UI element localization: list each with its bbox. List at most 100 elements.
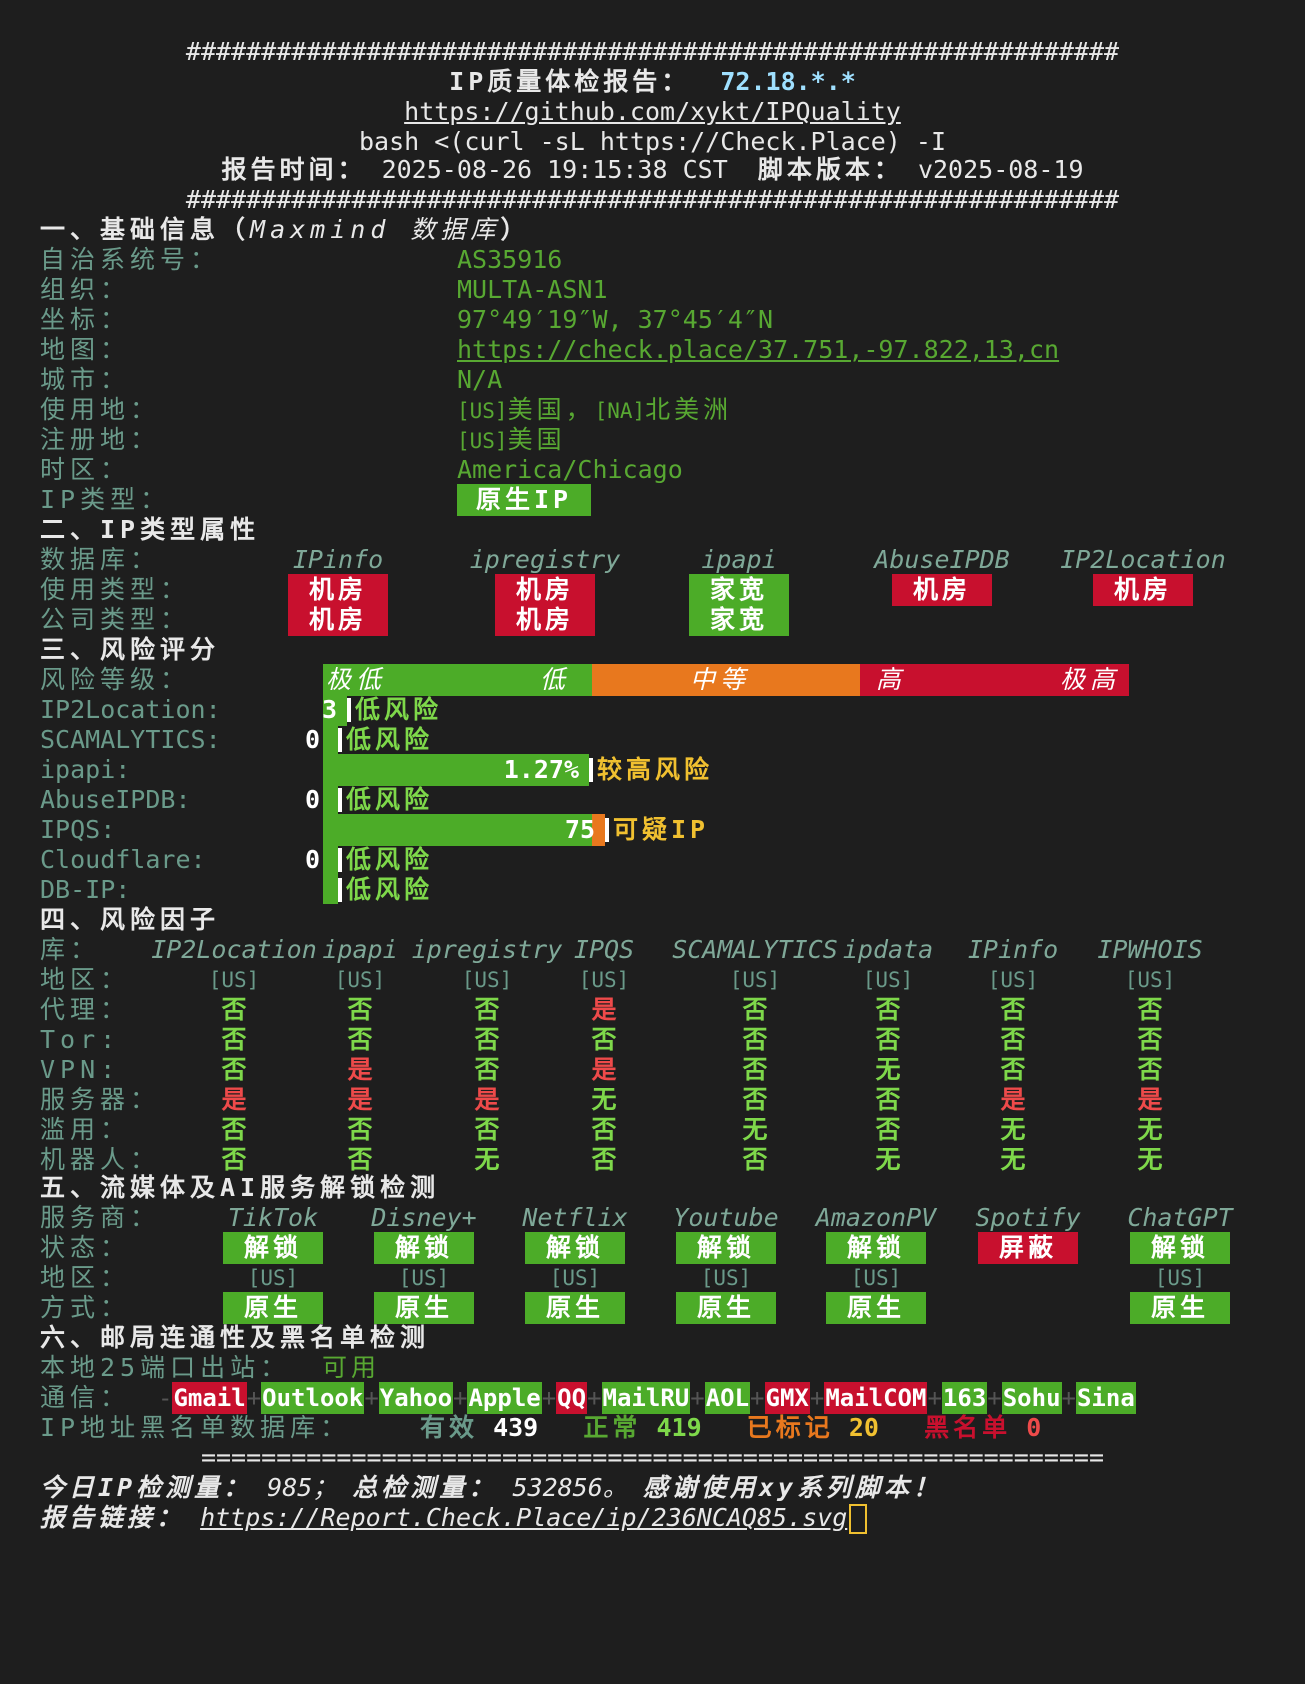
usage-type-badge: 机房 — [288, 574, 388, 606]
ip-type-label: IP类型： — [40, 485, 171, 514]
factor-value: 否 — [347, 995, 373, 1024]
eq-divider: ========================================… — [200, 1443, 1105, 1472]
factor-value: [US] — [334, 968, 386, 992]
usage-type-label: 使用类型： — [40, 575, 191, 604]
stream-region-label: 地区： — [40, 1263, 131, 1292]
service-region: [US] — [247, 1266, 299, 1290]
risk-score: 1.27% — [503, 755, 579, 784]
factor-row-label: 滥用： — [40, 1115, 131, 1144]
factor-value: 否 — [1137, 1055, 1163, 1084]
risk-fill-over — [592, 814, 605, 846]
section-basic-source: Maxmind 数据库 — [250, 215, 501, 244]
status-label: 状态： — [40, 1233, 131, 1262]
risk-level-text: 极低 — [326, 665, 387, 694]
registry-cc: [US] — [457, 429, 508, 453]
factor-value: 是 — [221, 1085, 247, 1114]
service-method-badge: 原生 — [374, 1292, 474, 1324]
report-title-line: IP质量体检报告： 72.18.*.* — [0, 66, 1305, 98]
company-type-badge: 机房 — [288, 604, 388, 636]
company-type-badge: 机房 — [495, 604, 595, 636]
usage-cc2: [NA] — [594, 399, 646, 423]
risk-text: 低风险 — [346, 845, 434, 874]
usage-type-badge: 机房 — [892, 574, 992, 606]
normal-count: 419 — [656, 1413, 702, 1442]
service-region: [US] — [398, 1266, 450, 1290]
risk-level-text: 极高 — [1060, 665, 1121, 694]
factor-lib-name: ipdata — [842, 935, 934, 964]
factor-value: [US] — [987, 968, 1039, 992]
factor-value: 否 — [1137, 1025, 1163, 1054]
section-basic-title: 一、基础信息（Maxmind 数据库） — [40, 214, 530, 246]
mail-separator: + — [364, 1384, 379, 1412]
risk-marker — [589, 758, 593, 782]
service-status-badge: 解锁 — [826, 1232, 926, 1264]
risk-fill — [323, 814, 592, 846]
risk-score: 0 — [305, 785, 321, 814]
mail-provider-badge: Apple — [467, 1382, 542, 1414]
service-status-badge: 解锁 — [374, 1232, 474, 1264]
mail-separator: + — [809, 1384, 825, 1412]
db-label: 数据库： — [40, 545, 161, 574]
factor-lib-name: IPinfo — [967, 935, 1059, 964]
factor-value: 否 — [1000, 1025, 1026, 1054]
report-link-line: 报告链接： https://Report.Check.Place/ip/236N… — [40, 1502, 868, 1534]
risk-source-label: ipapi: — [40, 755, 131, 784]
thanks-text: 感谢使用xy系列脚本！ — [642, 1473, 942, 1502]
blacklist-stats: 有效 439 正常 419 已标记 20 黑名单 0 — [420, 1412, 1041, 1444]
hash-divider-bottom: ########################################… — [185, 185, 1120, 214]
factor-value: 无 — [742, 1115, 768, 1144]
registry-value: [US]美国 — [457, 424, 566, 457]
service-region: [US] — [1154, 1266, 1206, 1290]
factor-value: [US] — [862, 968, 914, 992]
service-name: ChatGPT — [1127, 1203, 1233, 1232]
port25-value: 可用 — [322, 1353, 381, 1382]
factor-value: 否 — [347, 1115, 373, 1144]
section-mail-title: 六、邮局连通性及黑名单检测 — [40, 1323, 431, 1352]
blacklist-count: 0 — [1026, 1413, 1042, 1442]
map-link[interactable]: https://check.place/37.751,-97.822,13,cn — [457, 335, 1060, 364]
usage-cc1: [US] — [457, 399, 508, 423]
factor-value: 否 — [742, 1055, 768, 1084]
factor-value: 否 — [474, 1115, 500, 1144]
factor-value: 否 — [347, 1025, 373, 1054]
risk-marker — [338, 728, 342, 752]
risk-level-text: 低 — [540, 665, 571, 694]
factor-row-label: 地区： — [40, 965, 131, 994]
mail-separator: + — [987, 1384, 1002, 1412]
mail-provider-badge: Outlook — [261, 1382, 365, 1414]
mail-provider-badge: GMX — [764, 1382, 810, 1414]
risk-level-text: 高 — [876, 665, 907, 694]
factor-value: 否 — [742, 1085, 768, 1114]
report-link[interactable]: https://Report.Check.Place/ip/236NCAQ85.… — [200, 1503, 848, 1532]
company-type-label: 公司类型： — [40, 605, 191, 634]
run-command: bash <(curl -sL https://Check.Place) -I — [359, 127, 946, 156]
factor-value: 否 — [875, 1025, 901, 1054]
service-method-badge: 原生 — [676, 1292, 776, 1324]
normal-label: 正常 — [583, 1413, 642, 1442]
factor-value: 否 — [591, 1145, 617, 1174]
factor-value: 否 — [221, 1055, 247, 1084]
service-name: AmazonPV — [815, 1203, 937, 1232]
factor-value: 否 — [474, 995, 500, 1024]
company-type-badge: 家宽 — [689, 604, 789, 636]
timezone-label: 时区： — [40, 455, 131, 484]
lib-label: 库： — [40, 935, 101, 964]
db-name: ipapi — [701, 545, 777, 574]
ip-type-badge: 原生IP — [457, 484, 591, 516]
risk-source-label: DB-IP: — [40, 875, 131, 904]
risk-marker — [347, 698, 351, 722]
factor-value: 否 — [474, 1025, 500, 1054]
report-ip: 72.18.*.* — [720, 67, 856, 96]
service-name: TikTok — [227, 1203, 319, 1232]
total-label: 总检测量： — [352, 1473, 498, 1502]
mail-separator: + — [246, 1384, 262, 1412]
mail-separator: + — [453, 1384, 468, 1412]
usage-location-value: [US]美国，[NA]北美洲 — [457, 394, 732, 427]
factor-value: [US] — [1124, 968, 1176, 992]
repo-link[interactable]: https://github.com/xykt/IPQuality — [404, 97, 901, 126]
risk-axis-bar — [323, 694, 338, 904]
registry-v: 美国 — [507, 425, 566, 454]
mail-separator: + — [750, 1384, 765, 1412]
risk-level-label: 风险等级： — [40, 665, 191, 694]
marked-label: 已标记 — [746, 1413, 834, 1442]
